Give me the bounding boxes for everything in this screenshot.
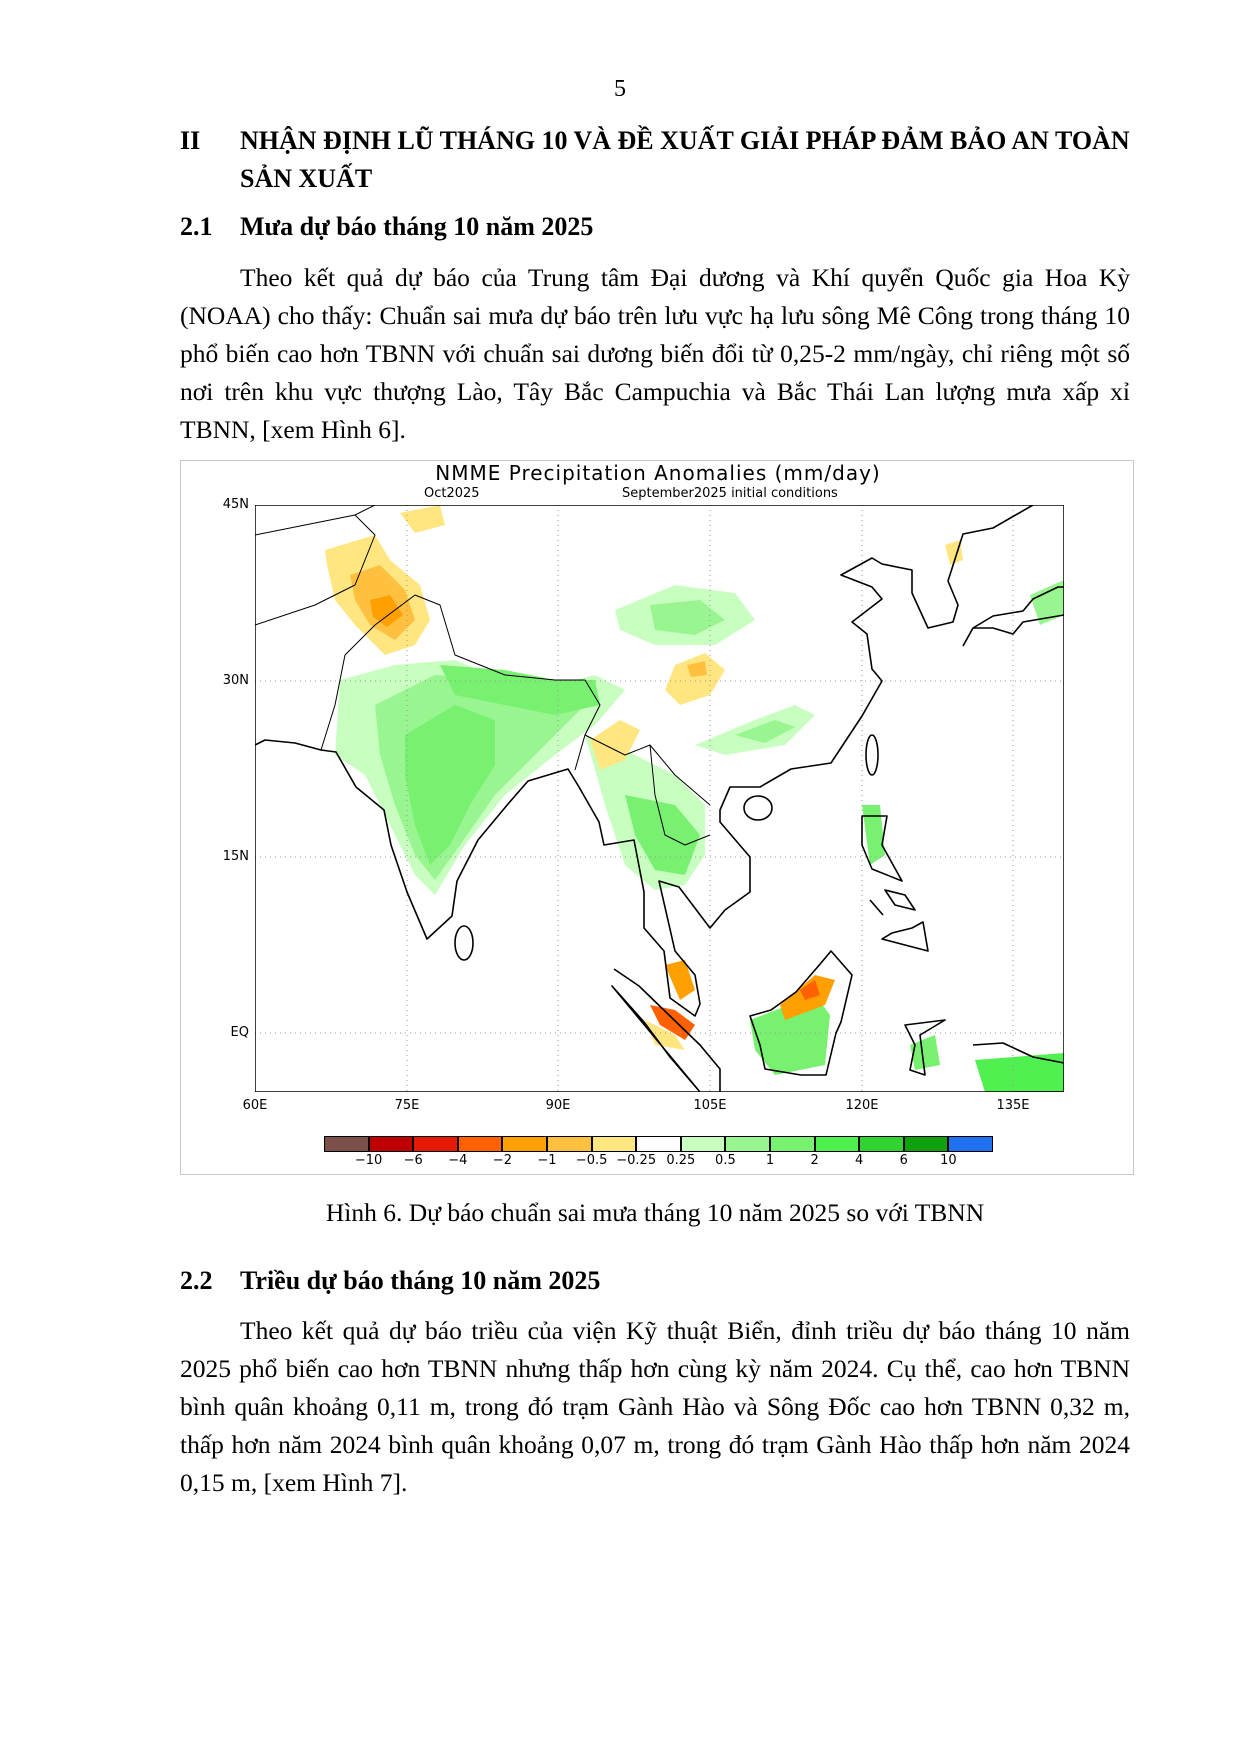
colorbar-label: 10 (940, 1153, 957, 1168)
colorbar-swatch (547, 1136, 592, 1152)
colorbar-swatch (814, 1136, 860, 1152)
section-number: II (180, 126, 201, 155)
colorbar-swatch (948, 1136, 993, 1152)
coast-sumatra (611, 968, 721, 1092)
anomaly-fields (325, 505, 1064, 1092)
anomaly-green-sulawesi (910, 1035, 940, 1070)
coast-new-guinea (972, 1042, 1064, 1092)
colorbar-swatch (324, 1136, 369, 1152)
lat-tick-label: 30N (222, 673, 249, 688)
colorbar-label: −4 (448, 1153, 468, 1168)
lon-tick-label: 120E (845, 1098, 879, 1113)
anomaly-orange-malaysia (665, 960, 695, 1000)
paragraph-rain-forecast: Theo kết quả dự báo của Trung tâm Đại dư… (180, 263, 1130, 444)
coast-hainan (743, 795, 773, 821)
coast-mainland (255, 505, 1034, 1017)
map-plot (255, 505, 1064, 1092)
figure-precipitation-map: NMME Precipitation Anomalies (mm/day) Oc… (180, 460, 1134, 1175)
subsection-number: 2.1 (180, 212, 213, 241)
anomaly-darkorange-borneo (800, 980, 820, 1000)
colorbar-label: −1 (537, 1153, 557, 1168)
anomaly-green-borneo (750, 995, 830, 1075)
subsection-title: Mưa dự báo tháng 10 năm 2025 (240, 212, 594, 241)
coast-luzon (861, 815, 903, 882)
colorbar-swatch (859, 1136, 904, 1152)
anomaly-darkorange-pakistan (370, 595, 403, 627)
colorbar-label: −0.25 (616, 1153, 657, 1168)
colorbar-swatch (770, 1136, 815, 1152)
anomaly-yellow-sumatra (645, 1020, 685, 1050)
coast-sri-lanka (454, 925, 474, 961)
lon-tick-label: 90E (545, 1098, 571, 1113)
paragraph-tide-forecast: Theo kết quả dự báo triều của viện Kỹ th… (180, 1316, 1130, 1497)
anomaly-orange-sumatra (650, 1005, 695, 1040)
colorbar-swatch (725, 1136, 770, 1152)
anomaly-green-japan (1030, 580, 1064, 625)
subsection-title: Triều dự báo tháng 10 năm 2025 (240, 1266, 601, 1295)
lon-tick-label: 75E (394, 1098, 420, 1113)
coast-mindanao (881, 921, 929, 952)
anomaly-yellow-north (400, 505, 445, 533)
lat-tick-label: 45N (222, 497, 249, 512)
colorbar-swatch (903, 1136, 949, 1152)
lat-tick-label: 15N (222, 849, 249, 864)
anomaly-yellow-laos (590, 720, 640, 770)
coast-japan (962, 586, 1064, 647)
map-subtitle-init: September2025 initial conditions (622, 486, 838, 501)
colorbar-label: 0.25 (666, 1153, 696, 1168)
coast-visayas (869, 889, 916, 916)
colorbar-swatch (368, 1136, 414, 1152)
coast-sulawesi (904, 1019, 946, 1076)
anomaly-green-southchina (735, 720, 795, 743)
figure-caption: Hình 6. Dự báo chuẩn sai mưa tháng 10 nă… (325, 1198, 985, 1227)
colorbar-swatch (457, 1136, 503, 1152)
lon-tick-label: 135E (996, 1098, 1030, 1113)
anomaly-green-himalaya (440, 665, 600, 715)
map-subtitle-month: Oct2025 (424, 486, 480, 501)
anomaly-green-papua (975, 1053, 1064, 1092)
anomaly-green-india (405, 705, 495, 865)
colorbar-swatch (502, 1136, 547, 1152)
colorbar-label: 6 (899, 1153, 908, 1168)
colorbar-swatch (680, 1136, 726, 1152)
lon-tick-label: 105E (693, 1098, 727, 1113)
coast-borneo (749, 950, 853, 1076)
section-title: NHẬN ĐỊNH LŨ THÁNG 10 VÀ ĐỀ XUẤT GIẢI PH… (240, 126, 1130, 193)
colorbar-label: −10 (354, 1153, 383, 1168)
map-title: NMME Precipitation Anomalies (mm/day) (435, 461, 881, 485)
coastlines (255, 505, 1064, 1092)
colorbar-label: 1 (765, 1153, 775, 1168)
anomaly-green-china (650, 600, 725, 635)
colorbar-label: 0.5 (715, 1153, 736, 1168)
colorbar-label: −6 (403, 1153, 423, 1168)
lat-tick-label: EQ (230, 1025, 249, 1040)
colorbar-label: 4 (855, 1153, 864, 1168)
colorbar-swatch (636, 1136, 681, 1152)
subsection-number: 2.2 (180, 1266, 213, 1295)
colorbar-swatch (591, 1136, 637, 1152)
country-borders (255, 505, 711, 846)
anomaly-orange-china (687, 661, 707, 677)
coast-taiwan (865, 734, 879, 776)
colorbar-label: 2 (810, 1153, 819, 1168)
anomaly-green-mekong (625, 795, 700, 875)
colorbar-label: −0.5 (575, 1153, 608, 1168)
anomaly-green-philippines (862, 805, 885, 865)
lon-tick-label: 60E (242, 1098, 268, 1113)
colorbar-label: −2 (492, 1153, 512, 1168)
colorbar-swatch (413, 1136, 458, 1152)
page-number: 5 (614, 76, 626, 102)
